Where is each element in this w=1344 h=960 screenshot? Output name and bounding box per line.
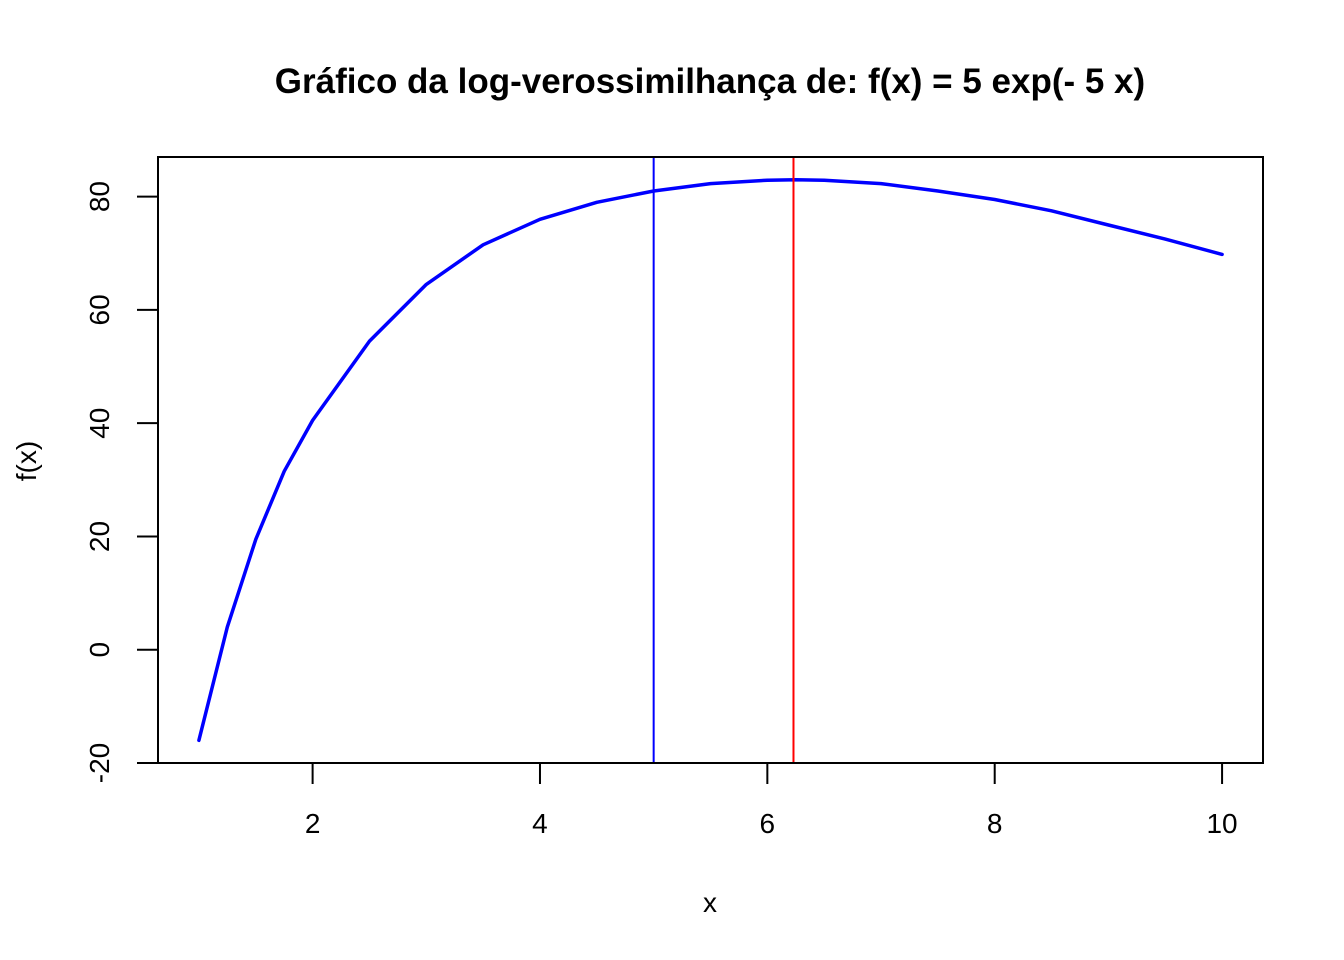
x-tick-label: 8: [987, 808, 1003, 839]
y-tick-label: 0: [84, 642, 115, 658]
chart-title: Gráfico da log-verossimilhança de: f(x) …: [275, 62, 1145, 101]
x-tick-label: 10: [1206, 808, 1237, 839]
x-tick-label: 4: [532, 808, 548, 839]
x-tick-label: 2: [305, 808, 321, 839]
y-tick-label: 80: [84, 181, 115, 212]
y-tick-label: 40: [84, 408, 115, 439]
plot-area: [157, 156, 1264, 764]
y-tick-label: 20: [84, 521, 115, 552]
y-tick-label: -20: [84, 743, 115, 783]
y-axis: -20 0 20 40 60 80: [84, 181, 159, 783]
x-axis: 2 4 6 8 10: [305, 762, 1238, 839]
x-tick-label: 6: [760, 808, 776, 839]
x-axis-label: x: [703, 887, 717, 918]
y-tick-label: 60: [84, 294, 115, 325]
plot-frame: [157, 156, 1264, 764]
series-line-0: [197, 177, 1224, 743]
y-axis-label: f(x): [11, 441, 42, 481]
